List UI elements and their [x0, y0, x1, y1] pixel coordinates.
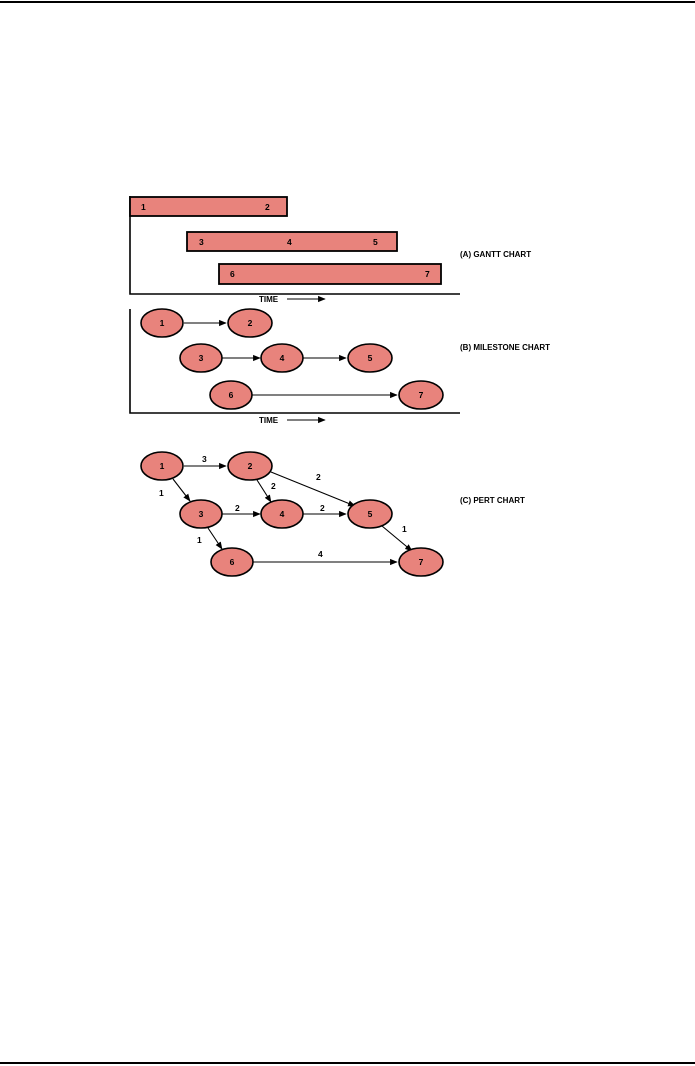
bottom-rule — [0, 1062, 695, 1064]
gantt-bar-rect — [129, 196, 288, 217]
pert-node-circle — [210, 547, 254, 577]
gantt-bar-2: 3 4 5 — [186, 231, 398, 252]
gantt-bar-rect — [218, 263, 442, 285]
pert-node-circle — [260, 499, 304, 529]
pert-edge-weight: 1 — [159, 488, 164, 498]
gantt-bar-mark: 4 — [287, 237, 292, 247]
milestone-node-label: 5 — [368, 353, 373, 363]
pert-node-circle — [398, 547, 444, 577]
milestone-node-label: 6 — [229, 390, 234, 400]
pert-edge-5-7 — [381, 525, 413, 552]
top-rule — [0, 1, 695, 3]
milestone-node-label: 2 — [248, 318, 253, 328]
milestone-node-circle — [398, 380, 444, 410]
milestone-node-circle — [260, 343, 304, 373]
gantt-bar-rect — [186, 231, 398, 252]
milestone-node-circle — [140, 308, 184, 338]
gantt-bar-end: 2 — [265, 202, 270, 212]
gantt-bar-start: 6 — [230, 269, 235, 279]
pert-edge-2-5 — [270, 471, 356, 507]
gantt-bar-1: 1 2 — [129, 196, 288, 217]
pert-node: 3 — [179, 499, 223, 529]
gantt-bar-start: 3 — [199, 237, 204, 247]
pert-node: 6 — [210, 547, 254, 577]
milestone-node: 4 — [260, 343, 304, 373]
milestone-node: 1 — [140, 308, 184, 338]
pert-edge-weight: 2 — [316, 472, 321, 482]
milestone-node: 3 — [179, 343, 223, 373]
pert-node-label: 7 — [419, 557, 424, 567]
milestone-axis — [129, 309, 460, 414]
pert-node-label: 6 — [230, 557, 235, 567]
pert-node: 4 — [260, 499, 304, 529]
gantt-chart: 1 2 3 4 5 6 7 TIME (A) GANTT CHART — [129, 196, 531, 304]
milestone-node: 7 — [398, 380, 444, 410]
pert-edge-weight: 1 — [402, 524, 407, 534]
pert-edge-2-4 — [256, 479, 272, 503]
milestone-node-circle — [227, 308, 273, 338]
milestone-node-circle — [179, 343, 223, 373]
milestone-node: 2 — [227, 308, 273, 338]
milestone-node-label: 1 — [160, 318, 165, 328]
pert-node-circle — [140, 451, 184, 481]
milestone-node-circle — [347, 343, 393, 373]
milestone-node: 5 — [347, 343, 393, 373]
pert-node-label: 2 — [248, 461, 253, 471]
pert-node: 2 — [227, 451, 273, 481]
milestone-node-label: 7 — [419, 390, 424, 400]
pert-node-label: 1 — [160, 461, 165, 471]
pert-node-label: 5 — [368, 509, 373, 519]
pert-edge-3-6 — [207, 527, 223, 550]
milestone-node: 6 — [209, 380, 253, 410]
pert-node: 1 — [140, 451, 184, 481]
gantt-bar-end: 7 — [425, 269, 430, 279]
milestone-chart-label: (B) MILESTONE CHART — [460, 343, 550, 352]
milestone-chart: 1 2 3 4 5 6 7 TIME (B) MILESTONE CHART — [129, 308, 550, 425]
milestone-time-label: TIME — [259, 416, 279, 425]
pert-edge-weight: 3 — [202, 454, 207, 464]
gantt-bar-start: 1 — [141, 202, 146, 212]
gantt-bar-3: 6 7 — [218, 263, 442, 285]
gantt-axis — [129, 196, 460, 295]
milestone-node-circle — [209, 380, 253, 410]
pert-node-circle — [227, 451, 273, 481]
pert-chart: 3 1 2 2 2 1 2 1 4 1 2 3 4 5 6 — [140, 451, 525, 577]
gantt-chart-label: (A) GANTT CHART — [460, 250, 531, 259]
gantt-time-label: TIME — [259, 295, 279, 304]
milestone-node-label: 4 — [280, 353, 285, 363]
pert-node-circle — [347, 499, 393, 529]
pert-edge-weight: 2 — [271, 481, 276, 491]
pert-edge-1-3 — [172, 478, 191, 502]
pert-node: 7 — [398, 547, 444, 577]
pert-node-label: 3 — [199, 509, 204, 519]
pert-node: 5 — [347, 499, 393, 529]
pert-node-label: 4 — [280, 509, 285, 519]
pert-node-circle — [179, 499, 223, 529]
pert-chart-label: (C) PERT CHART — [460, 496, 525, 505]
gantt-bar-end: 5 — [373, 237, 378, 247]
pert-edge-weight: 4 — [318, 549, 323, 559]
pert-edge-weight: 1 — [197, 535, 202, 545]
milestone-node-label: 3 — [199, 353, 204, 363]
pert-edge-weight: 2 — [320, 503, 325, 513]
pert-edge-weight: 2 — [235, 503, 240, 513]
